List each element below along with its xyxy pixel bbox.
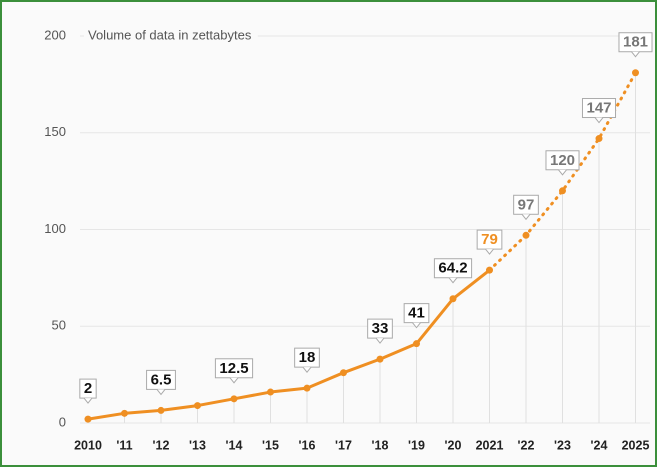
x-tick-label: 2021 [476, 438, 504, 452]
y-tick-label: 150 [44, 124, 66, 139]
line [86, 268, 491, 421]
x-tick-label: '22 [518, 438, 535, 452]
data-label: 6.5 [146, 369, 176, 396]
data-label-text: 12.5 [219, 360, 248, 377]
label-pointer [156, 389, 166, 396]
point [340, 369, 347, 377]
data-label-text: 6.5 [151, 371, 172, 388]
point [303, 384, 311, 392]
data-label-text: 41 [408, 305, 425, 322]
point [559, 187, 566, 195]
data-label: 79 [476, 229, 503, 255]
data-label: 64.2 [433, 258, 473, 284]
label-pointer [594, 117, 604, 124]
title-bg [84, 27, 258, 43]
data-label: 97 [513, 194, 539, 221]
x-tick-label: '13 [189, 438, 206, 452]
data-label: 18 [294, 347, 320, 373]
point [522, 231, 530, 239]
point [84, 415, 92, 423]
data-label: 147 [581, 98, 617, 124]
data-label: 2 [79, 378, 97, 404]
point [449, 295, 457, 303]
data-label-text: 18 [299, 349, 316, 366]
y-tick-label: 0 [59, 414, 66, 429]
y-tick-label: 100 [44, 221, 66, 236]
x-tick-label: '24 [591, 438, 608, 452]
x-tick-label: '16 [299, 438, 316, 452]
label-pointer [485, 248, 494, 255]
label-pointer [302, 366, 312, 373]
label-pointer [375, 337, 385, 344]
x-tick-label: '19 [408, 438, 425, 452]
y-tick-label: 50 [52, 318, 66, 333]
label-pointer [83, 397, 93, 404]
data-label: 12.5 [214, 358, 254, 384]
point [632, 69, 639, 77]
x-tick-label: '12 [153, 438, 170, 452]
data-label-text: 2 [84, 380, 92, 397]
data-label-text: 120 [550, 152, 575, 169]
data-label: 33 [367, 318, 393, 344]
label-pointer [229, 377, 239, 384]
data-label-text: 79 [481, 231, 498, 248]
y-tick-label: 200 [44, 27, 66, 42]
chart-title: Volume of data in zettabytes [88, 27, 252, 42]
data-label: 181 [618, 32, 653, 58]
label-pointer [521, 213, 531, 221]
x-tick-label: 2025 [622, 438, 650, 452]
point [413, 340, 420, 348]
x-tick-label: '14 [226, 438, 243, 452]
label-pointer [412, 322, 421, 329]
point [595, 135, 603, 143]
data-label: 120 [545, 150, 580, 176]
point [121, 409, 128, 417]
data-label-text: 64.2 [438, 260, 467, 277]
data-label: 41 [403, 303, 430, 329]
point [194, 402, 201, 410]
label-pointer [448, 277, 458, 284]
x-tick-label: '18 [372, 438, 389, 452]
label-pointer [558, 169, 567, 176]
x-tick-label: '17 [335, 438, 352, 452]
x-tick-label: '23 [554, 438, 571, 452]
data-label-text: 33 [372, 320, 389, 337]
x-tick-label: '11 [116, 438, 132, 452]
x-tick-label: 2010 [74, 438, 102, 452]
x-tick-label: '20 [445, 438, 462, 452]
point [267, 388, 274, 396]
point [376, 355, 384, 363]
point [230, 395, 238, 403]
label-pointer [631, 51, 640, 58]
data-label-text: 181 [623, 34, 648, 51]
x-tick-label: '15 [262, 438, 279, 452]
data-label-text: 97 [518, 196, 535, 213]
data-label-text: 147 [586, 100, 611, 117]
point [157, 406, 165, 414]
